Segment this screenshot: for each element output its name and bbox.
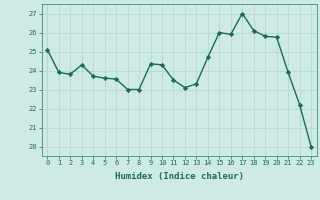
X-axis label: Humidex (Indice chaleur): Humidex (Indice chaleur) bbox=[115, 172, 244, 181]
